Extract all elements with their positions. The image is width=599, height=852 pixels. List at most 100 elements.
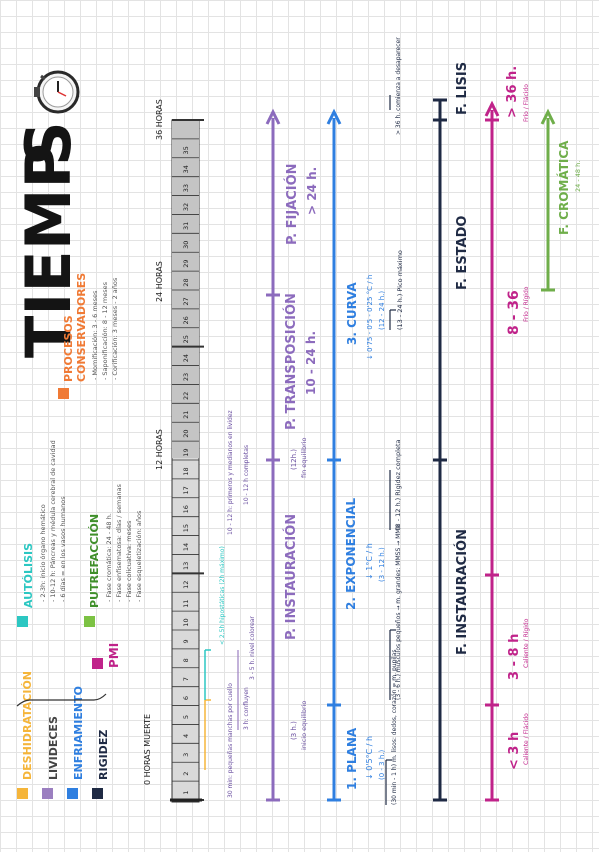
ruler-hour-label: 7 <box>182 677 190 681</box>
legend-livideces: LIVIDECES <box>47 716 60 780</box>
pmi-t3: 8 - 36 <box>506 290 522 335</box>
pmi-t3-sub: Frío / Rígido <box>523 286 530 322</box>
legend-autolisis: AUTÓLISIS <box>22 543 35 608</box>
legend-swatch-rigidez <box>92 788 103 799</box>
plana-text: 1. PLANA <box>345 727 359 790</box>
rigidez-lisis-text: F. LISIS <box>455 62 470 115</box>
ruler-hour-label: 14 <box>182 543 190 551</box>
h24-label-text: 24 HORAS <box>155 261 164 302</box>
note-12h-text: 10 - 12 h completas <box>243 445 250 505</box>
rigidez-lisis: F. LISIS <box>455 62 470 115</box>
enfriamiento-plana: 1. PLANA <box>345 727 359 790</box>
title-suffix: S <box>12 121 85 166</box>
pmi-t1-sub-text: Caliente / Flácido <box>523 713 530 765</box>
ruler-hour-label: 26 <box>182 316 190 324</box>
transposicion-text: P. TRANSPOSICIÓN <box>283 293 299 430</box>
livideces-instauracion-text: P. INSTAURACIÓN <box>283 514 299 640</box>
pmi-t1-sub: Caliente / Flácido <box>523 713 530 765</box>
pmi-t1: < 3 h <box>507 732 522 770</box>
ruler-hour-label: 19 <box>182 448 190 456</box>
livideces-transposicion-sub2: fin equilibrio <box>300 437 308 478</box>
livideces-note-5h: 3 - 5 h. nivel colorear <box>249 616 256 680</box>
legend: DESHIDRATACIÓN LIVIDECES ENFRIAMIENTO RI… <box>16 273 143 799</box>
transposicion-val-text: 10 - 24 h. <box>304 331 318 395</box>
legend-swatch-livideces <box>42 788 53 799</box>
timeline-12h-label: 12 HORAS <box>155 429 164 470</box>
legend-swatch-putrefaccion <box>84 616 95 627</box>
legend-rigidez: RIGIDEZ <box>97 730 110 780</box>
livideces-instauracion: P. INSTAURACIÓN <box>283 514 299 640</box>
ruler-hour-label: 29 <box>182 260 190 268</box>
legend-swatch-procesos <box>58 388 69 399</box>
deshidratacion-lines <box>204 649 239 770</box>
livideces-bar <box>265 108 281 802</box>
note-3h-text: 3 h: confluyen <box>243 687 250 730</box>
pmi-t1-text: < 3 h <box>507 732 522 770</box>
ruler-hour-label: 4 <box>182 734 190 738</box>
ruler-hour-label: 35 <box>182 146 190 154</box>
note-start-text: 30 min: pequeñas manchas por cuello <box>227 683 234 798</box>
ruler-hour-label: 30 <box>182 241 190 249</box>
pmi-t4-sub: Frío / Flácido <box>523 84 530 122</box>
ruler-hour-label: 2 <box>182 772 190 776</box>
legend-brace <box>16 693 107 707</box>
procesos-item-2: - Saponificación: 8 - 12 meses <box>101 281 109 380</box>
timeline-36h-label: 36 HORAS <box>155 99 164 140</box>
legend-putrefaccion: PUTREFACCIÓN <box>88 514 101 608</box>
note-8h-text: (8 - 12 h.) Rigidez completa <box>394 440 402 530</box>
rigidez-note-8h: (8 - 12 h.) Rigidez completa <box>394 440 402 530</box>
h12-label-text: 12 HORAS <box>155 429 164 470</box>
rigidez-estado-text: F. ESTADO <box>455 216 470 290</box>
ruler-hour-label: 33 <box>182 184 190 192</box>
ruler-hour-label: 21 <box>182 411 190 419</box>
note-10h-text: 10 - 12 h: primeros y medianos en livide… <box>227 410 234 535</box>
rigidez-note-36h: > 36 h. comienza a desaparecer <box>395 37 402 135</box>
legend-pmi: PMI <box>107 643 121 668</box>
ruler-hour-label: 9 <box>182 639 190 643</box>
autolisis-note-25h: < 2,5h hipostáticas (2h máximo) <box>219 546 226 645</box>
ruler-hour-label: 18 <box>182 467 190 475</box>
livideces-note-start: 30 min: pequeñas manchas por cuello <box>227 683 234 798</box>
ruler-hour-label: 3 <box>182 753 190 757</box>
transposicion-sub-text: (12h.) <box>290 449 298 470</box>
title-group: TIEMP S <box>12 121 85 358</box>
putrefaccion-item-2: - Fase enfisematosa: días / semanas <box>115 484 123 602</box>
livideces-note-10h: 10 - 12 h: primeros y medianos en livide… <box>227 410 234 535</box>
legend-conservadores: CONSERVADORES <box>75 273 88 382</box>
pmi-t3-text: 8 - 36 <box>506 290 522 335</box>
timeline-24h-label: 24 HORAS <box>155 261 164 302</box>
enfriamiento-curva-rate: ↓ 0'75 - 0'5 - 0'25 °C / h <box>366 275 374 360</box>
note-6h-text: (3 - 6 h.) músculos pequeños → m. grande… <box>395 525 402 700</box>
enfriamiento-curva: 3. CURVA <box>345 282 359 345</box>
cromatica-label-text: F. CROMÁTICA <box>556 140 571 235</box>
ruler-hour-label: 17 <box>182 486 190 494</box>
pmi-t2-sub-text: Caliente / Rígido <box>523 618 530 668</box>
curva-time-text: (12 - 24 h.) <box>378 291 386 330</box>
h36-label-text: 36 HORAS <box>155 99 164 140</box>
livideces-transposicion: P. TRANSPOSICIÓN <box>283 293 299 430</box>
ruler-hour-label: 28 <box>182 278 190 286</box>
livideces-transposicion-val: 10 - 24 h. <box>304 331 318 395</box>
note-30min-text: (30 min - 1 h) m. lisos: dedos, corazón … <box>391 649 398 805</box>
rigidez-brackets <box>385 95 396 805</box>
ruler-hour-label: 16 <box>182 505 190 513</box>
enfriamiento-exponencial-rate: ↓ 1°C / h <box>365 543 374 580</box>
ruler-hour-label: 10 <box>182 618 190 626</box>
livideces-fijacion-val: > 24 h. <box>305 167 319 215</box>
enfriamiento-plana-rate: ↓ 0'5°C / h <box>365 736 374 780</box>
autolisis-item-3: - 6 días = en los vasos humanos <box>59 496 67 602</box>
cromatica-sub-text: 24 - 48 h. <box>574 161 582 192</box>
note-13h-text: (13 - 24 h.) Pico máximo <box>396 250 404 330</box>
legend-swatch-autolisis <box>17 616 28 627</box>
rigidez-instauracion: F. INSTAURACIÓN <box>454 529 470 655</box>
ruler-hour-label: 25 <box>182 335 190 343</box>
ruler-hour-label: 1 <box>182 790 190 794</box>
note-2h-text: < 2,5h hipostáticas (2h máximo) <box>219 546 226 645</box>
ruler-hour-label: 6 <box>182 696 190 700</box>
enfriamiento-plana-time: (0 - 3 h.) <box>378 749 386 780</box>
start-label-text: 0 HORAS MUERTE <box>143 714 152 785</box>
title-text: TIEMP <box>12 143 85 358</box>
hour-ruler: 1234567891011121314151617181920212223242… <box>170 119 204 803</box>
rigidez-note-30min: (30 min - 1 h) m. lisos: dedos, corazón … <box>391 649 398 805</box>
